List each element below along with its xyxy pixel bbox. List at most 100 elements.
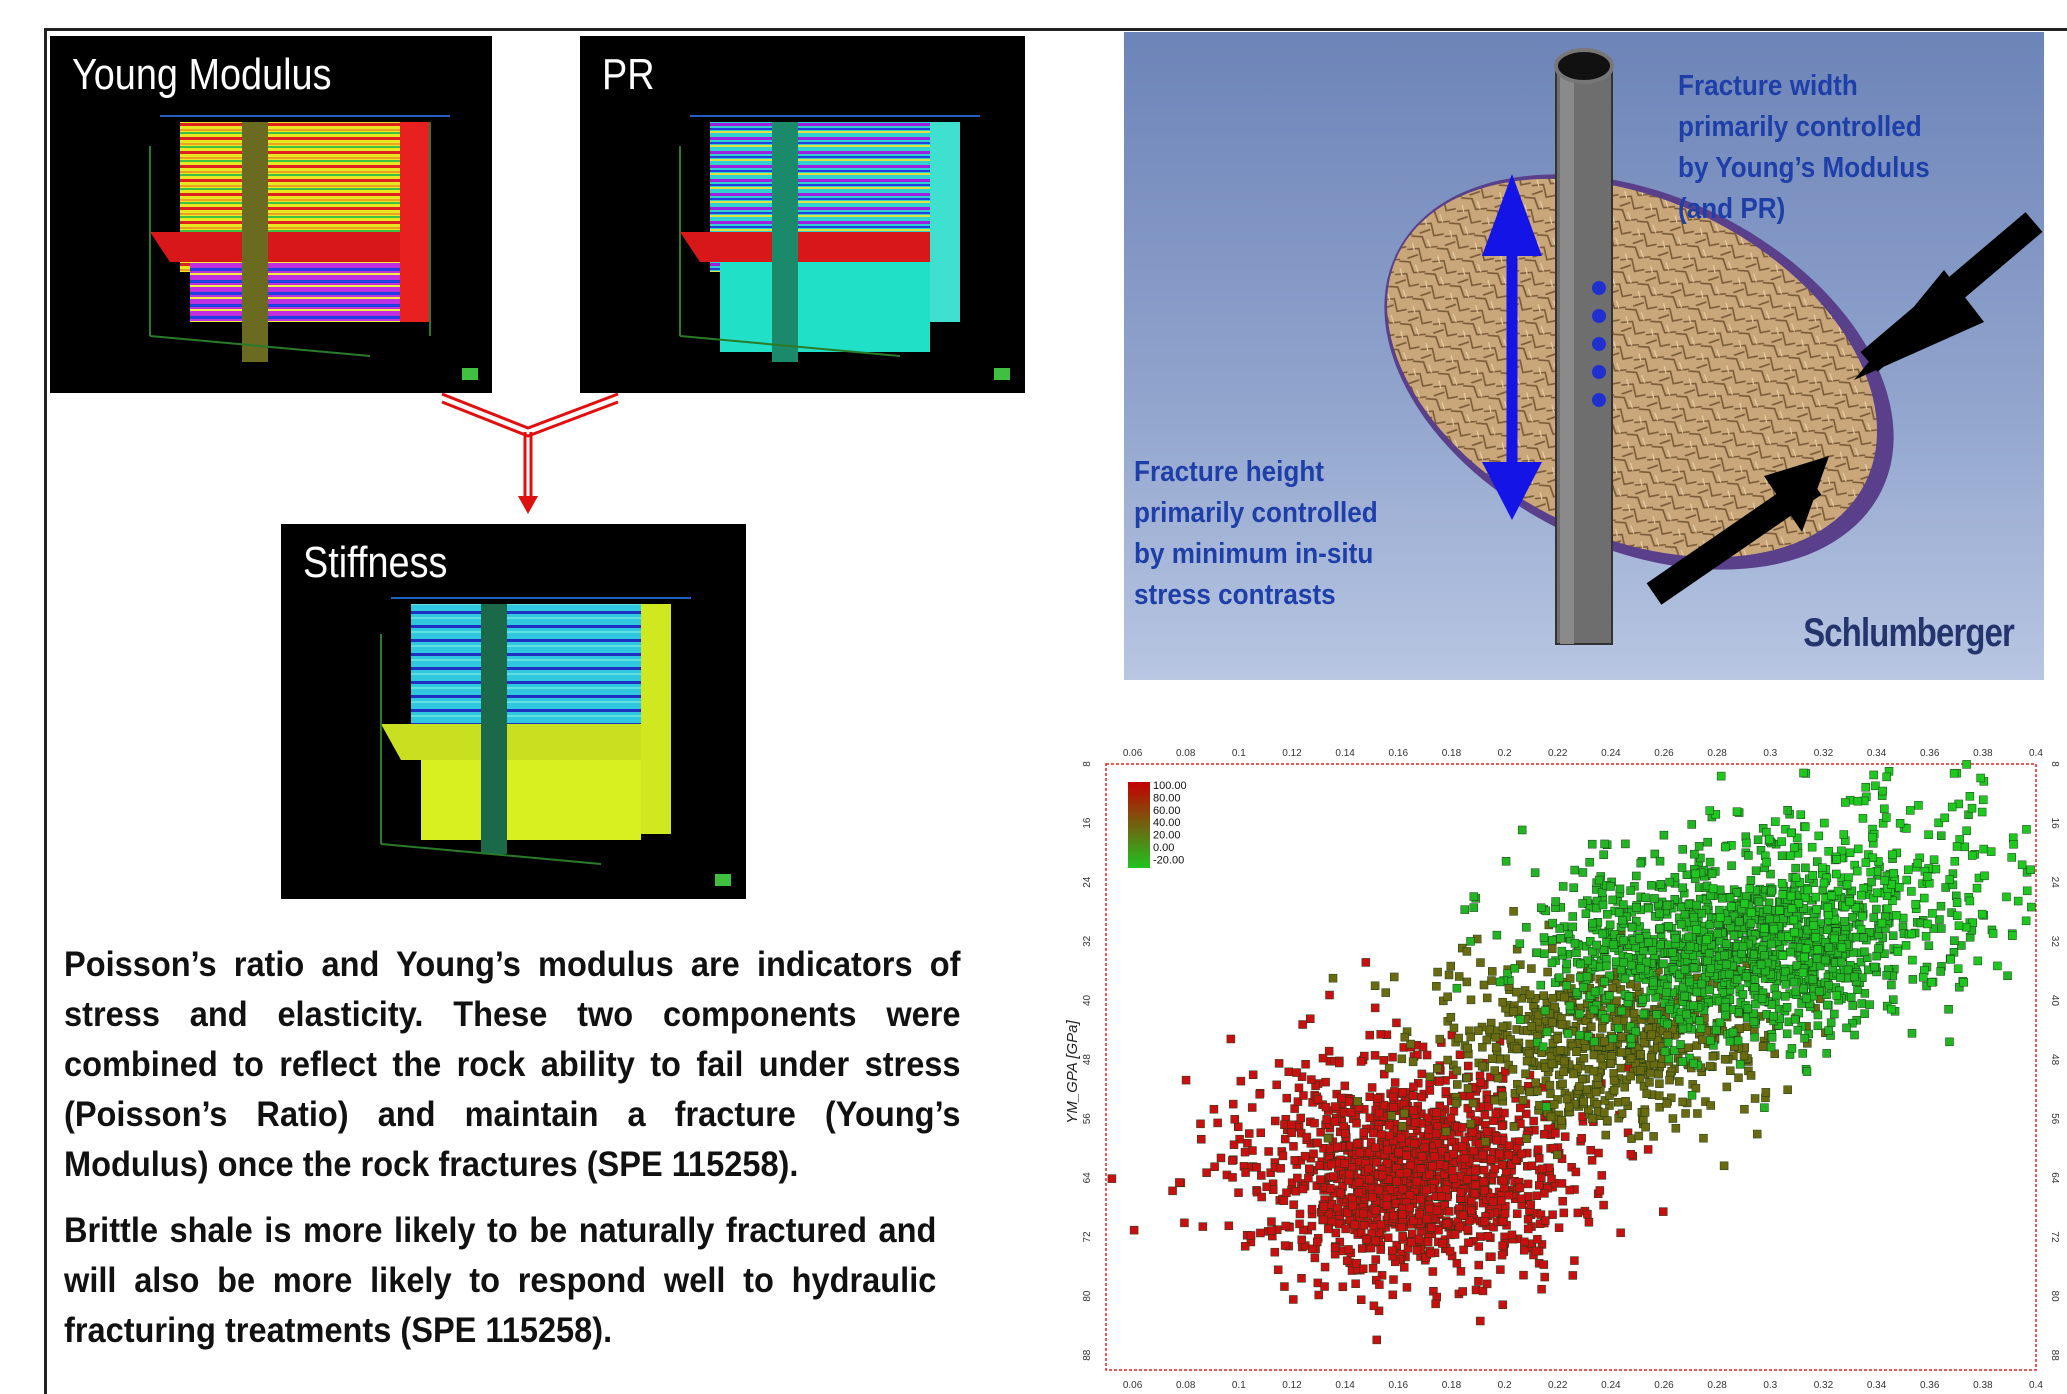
scatter-point <box>1668 1025 1677 1034</box>
scatter-point <box>1708 884 1718 893</box>
scatter-point <box>1449 1149 1458 1159</box>
scatter-point <box>1845 848 1855 858</box>
scatter-point <box>1888 995 1898 1004</box>
scatter-point <box>1498 1160 1507 1170</box>
scatter-point <box>1410 1139 1419 1148</box>
scatter-point <box>1739 1051 1749 1061</box>
scatter-point <box>1626 1054 1636 1063</box>
scatter-point <box>1705 920 1715 930</box>
scatter-point <box>1693 1109 1702 1118</box>
scatter-point <box>1699 1133 1708 1143</box>
scatter-point <box>1824 847 1833 856</box>
scatter-point <box>1441 1185 1451 1195</box>
scatter-point <box>1531 1246 1541 1256</box>
scatter-point <box>1497 1121 1507 1131</box>
scatter-point <box>1842 880 1852 890</box>
scatter-point <box>1321 1077 1330 1087</box>
scatter-point <box>1614 1023 1623 1033</box>
scatter-point <box>1504 1190 1514 1200</box>
scatter-point <box>1973 956 1983 966</box>
scatter-point <box>1800 952 1809 962</box>
scatter-point <box>1209 1104 1219 1114</box>
scatter-point <box>1941 883 1950 892</box>
scatter-point <box>1310 1118 1319 1128</box>
scatter-point <box>1947 802 1957 812</box>
pr-label: PR <box>602 50 655 99</box>
scatter-point <box>1583 1105 1593 1114</box>
scatter-point <box>1340 1129 1350 1138</box>
scatter-point <box>1600 1096 1610 1105</box>
scatter-point <box>1294 1083 1304 1093</box>
scatter-point <box>1524 1049 1534 1058</box>
scatter-point <box>1498 1091 1507 1101</box>
scatter-point <box>1796 810 1805 819</box>
scatter-point <box>1465 1216 1474 1225</box>
scatter-point <box>1626 1150 1636 1159</box>
scatter-point <box>1456 1188 1466 1197</box>
scatter-point <box>1576 959 1585 969</box>
scatter-point <box>1600 839 1609 849</box>
scatter-point <box>1626 1071 1635 1081</box>
scatter-point <box>1498 1022 1508 1031</box>
scatter-point <box>1527 1161 1537 1171</box>
scatter-point <box>1483 1232 1493 1241</box>
scatter-point <box>1639 1009 1648 1019</box>
scatter-point <box>1692 925 1701 934</box>
scatter-point <box>1627 1134 1636 1143</box>
scatter-point <box>1760 1103 1769 1112</box>
scatter-point <box>1918 972 1928 982</box>
scatter-point <box>1458 1287 1467 1296</box>
scatter-point <box>1361 958 1371 967</box>
scatter-point <box>1399 1108 1409 1118</box>
scatter-point <box>1352 1259 1362 1268</box>
scatter-point <box>1972 883 1982 893</box>
scatter-point <box>1848 1018 1857 1028</box>
scatter-point <box>1340 1159 1349 1168</box>
scatter-point <box>1588 1114 1597 1123</box>
scatter-point <box>1887 980 1896 990</box>
scatter-point <box>1394 1148 1403 1157</box>
scatter-point <box>1371 1255 1380 1264</box>
pr-panel: PR <box>580 36 1025 393</box>
young-modulus-label: Young Modulus <box>72 50 332 99</box>
scatter-point <box>1476 958 1485 967</box>
scatter-point <box>1533 1086 1542 1096</box>
scatter-point <box>1819 878 1829 888</box>
scatter-point <box>1371 1236 1381 1246</box>
scatter-point <box>1744 851 1753 860</box>
x-tick-label-top: 0.26 <box>1654 748 1674 759</box>
fracture-illustration <box>1384 48 2043 645</box>
scatter-point <box>1270 1247 1280 1257</box>
scatter-point <box>1279 1196 1289 1205</box>
scatter-point <box>1498 1176 1508 1186</box>
scatter-point <box>1706 891 1715 901</box>
scatter-point <box>1516 1103 1525 1113</box>
scatter-point <box>1539 991 1548 1000</box>
scatter-point <box>1756 960 1766 969</box>
scatter-point <box>1836 973 1845 983</box>
scatter-point <box>1468 1098 1478 1108</box>
scatter-point <box>1248 1070 1258 1080</box>
scatter-point <box>1937 831 1946 840</box>
scatter-point <box>1644 938 1653 947</box>
scatter-point <box>1320 1282 1329 1291</box>
scatter-point <box>1467 1196 1476 1206</box>
scatter-point <box>1359 1128 1369 1137</box>
scatter-point <box>1431 1129 1441 1138</box>
scatter-point <box>1428 1267 1438 1276</box>
scatter-point <box>1751 999 1760 1009</box>
scatter-point <box>1799 984 1808 994</box>
scatter-point <box>1761 1088 1771 1097</box>
scatter-point <box>1960 842 1969 852</box>
scatter-point <box>1226 1034 1236 1044</box>
scatter-point <box>1409 1216 1418 1225</box>
scatter-point <box>1324 1224 1333 1234</box>
scatter-point <box>1760 951 1769 960</box>
scatter-point <box>1228 1156 1237 1165</box>
scatter-point <box>1284 1067 1293 1077</box>
scatter-point <box>1316 1175 1325 1184</box>
scatter-point <box>1371 1143 1380 1152</box>
scatter-point <box>1271 1116 1280 1126</box>
scatter-point <box>1793 1025 1803 1035</box>
scatter-point <box>1374 1185 1384 1195</box>
